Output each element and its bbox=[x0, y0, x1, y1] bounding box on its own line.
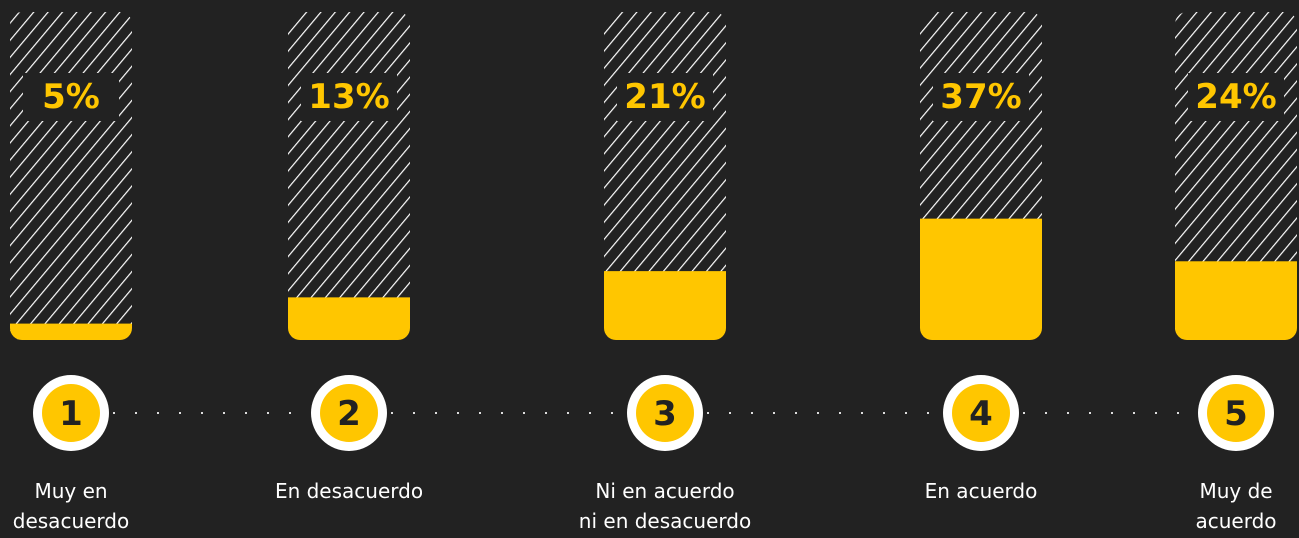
step-dot bbox=[320, 384, 378, 442]
step-dot bbox=[952, 384, 1010, 442]
bar-track bbox=[288, 12, 410, 340]
category-label: Muy en desacuerdo bbox=[12, 479, 130, 533]
value-label-bg bbox=[933, 73, 1029, 121]
value-label-bg bbox=[617, 73, 713, 121]
bar bbox=[10, 323, 132, 340]
step-dot bbox=[1207, 384, 1265, 442]
bar bbox=[288, 297, 410, 340]
bar bbox=[604, 271, 726, 340]
value-label: 37% bbox=[940, 77, 1021, 117]
value-label: 5% bbox=[42, 77, 100, 117]
category-label: En desacuerdo bbox=[274, 479, 424, 503]
value-label-bg bbox=[23, 73, 119, 121]
value-label-bg bbox=[301, 73, 397, 121]
step-dot bbox=[636, 384, 694, 442]
value-label-bg bbox=[1188, 73, 1284, 121]
bar-track bbox=[10, 12, 132, 340]
value-label: 21% bbox=[624, 77, 705, 117]
step-number: 4 bbox=[969, 394, 993, 434]
category-label: Muy de acuerdo bbox=[1195, 479, 1277, 533]
step-number: 2 bbox=[337, 394, 361, 434]
step-number: 5 bbox=[1224, 394, 1248, 434]
bar bbox=[1175, 261, 1297, 340]
value-label: 24% bbox=[1195, 77, 1276, 117]
step-number: 3 bbox=[653, 394, 677, 434]
category-label: En acuerdo bbox=[924, 479, 1038, 503]
step-number: 1 bbox=[59, 394, 83, 434]
value-label: 13% bbox=[308, 77, 389, 117]
bar bbox=[920, 218, 1042, 340]
step-dot bbox=[42, 384, 100, 442]
category-label: Ni en acuerdo ni en desacuerdo bbox=[578, 479, 752, 533]
